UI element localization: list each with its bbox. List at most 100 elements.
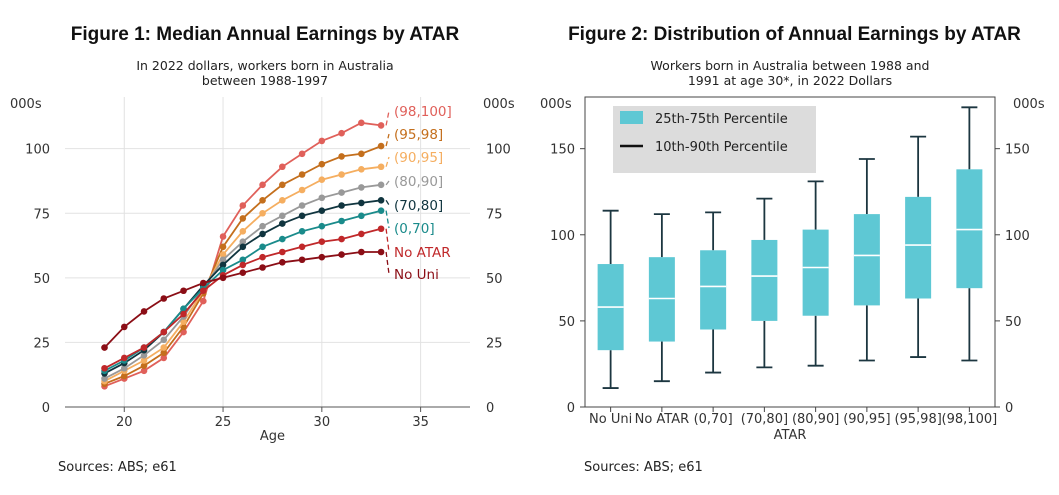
y-tick-label-left: 50 <box>33 272 50 287</box>
y-tick-label-right: 50 <box>486 272 503 287</box>
series-label: No Uni <box>394 267 439 283</box>
series-label: (0,70] <box>394 221 435 237</box>
data-point <box>120 372 128 380</box>
data-point <box>377 181 385 189</box>
label-leader <box>385 156 390 167</box>
data-point <box>239 228 247 235</box>
data-point <box>160 295 168 302</box>
data-point <box>377 142 385 150</box>
data-point <box>377 248 385 256</box>
data-point <box>358 230 365 238</box>
x-tick-label: 20 <box>116 415 133 430</box>
data-point <box>259 209 266 217</box>
chart-subtitle: Workers born in Australia between 1988 a… <box>590 58 990 88</box>
iqr-box <box>648 257 675 342</box>
x-tick-label: (0,70] <box>694 412 733 427</box>
data-point <box>259 222 266 230</box>
line-chart: 0 0 25 25 50 50 75 75 100 100 20 25 30 35 Age 000s 000s (… <box>10 97 515 444</box>
data-point <box>338 235 345 243</box>
data-point <box>298 171 306 178</box>
label-leader <box>385 110 390 126</box>
data-point <box>101 344 108 351</box>
y-axis-unit-right: 000s <box>1013 97 1045 112</box>
x-tick-label: No Uni <box>589 412 632 427</box>
x-tick-label: (90,95] <box>843 412 890 427</box>
data-point <box>298 212 306 220</box>
data-point <box>140 308 148 315</box>
data-point <box>219 243 227 251</box>
chart-title: Figure 2: Distribution of Annual Earning… <box>568 24 1021 45</box>
data-point <box>160 344 168 351</box>
data-point <box>259 264 266 271</box>
data-point <box>377 207 385 214</box>
data-point <box>180 305 187 313</box>
data-point <box>377 163 385 171</box>
y-tick-label-right: 50 <box>1005 315 1022 330</box>
data-point <box>199 287 207 295</box>
data-point <box>279 197 286 204</box>
y-tick-label-left: 50 <box>558 315 575 330</box>
data-point <box>358 119 365 127</box>
x-tick-label: (98,100] <box>942 412 998 427</box>
data-point <box>239 269 247 276</box>
data-point <box>180 310 187 318</box>
data-point <box>338 217 345 225</box>
y-axis-unit-right: 000s <box>483 97 515 112</box>
legend-label: 10th-90th Percentile <box>655 140 788 155</box>
data-point <box>160 349 168 357</box>
data-point <box>239 215 247 222</box>
y-tick-label-right: 25 <box>486 336 503 351</box>
data-point <box>318 253 326 261</box>
data-point <box>338 153 345 160</box>
y-tick-label-right: 0 <box>486 401 494 416</box>
data-point <box>358 248 365 256</box>
legend-background <box>613 106 816 173</box>
data-point <box>318 207 326 214</box>
series-label: (90,95] <box>394 150 443 166</box>
data-point <box>259 243 266 251</box>
data-point <box>318 222 326 230</box>
data-point <box>358 199 365 207</box>
data-point <box>199 279 207 287</box>
data-point <box>120 323 128 331</box>
chart-subtitle: In 2022 dollars, workers born in Austral… <box>60 58 470 88</box>
y-tick-label-right: 0 <box>1005 401 1013 416</box>
data-point <box>180 318 187 326</box>
legend-label: 25th-75th Percentile <box>655 112 788 127</box>
data-point <box>140 357 148 364</box>
data-point <box>338 202 345 209</box>
data-point <box>239 261 247 269</box>
iqr-box <box>905 196 932 299</box>
data-point <box>377 197 385 204</box>
plot-frame <box>584 96 996 408</box>
data-point <box>259 230 266 238</box>
data-point <box>358 212 365 220</box>
data-point <box>279 235 286 243</box>
subtitle-line: between 1988-1997 <box>201 73 329 88</box>
y-tick-label-right: 75 <box>486 207 503 222</box>
x-tick-label: (70,80] <box>741 412 788 427</box>
subtitle-line: In 2022 dollars, workers born in Austral… <box>136 58 394 73</box>
data-point <box>120 364 128 372</box>
data-point <box>140 344 148 351</box>
y-tick-label-left: 150 <box>550 143 575 158</box>
data-point <box>298 186 306 194</box>
label-leader <box>385 133 390 147</box>
y-tick-label-left: 0 <box>567 401 575 416</box>
series-label: (80,90] <box>394 174 443 190</box>
y-tick-label-left: 100 <box>550 229 575 244</box>
subtitle-line: Workers born in Australia between 1988 a… <box>650 58 930 73</box>
data-point <box>338 171 345 178</box>
data-point <box>318 176 326 183</box>
data-point <box>298 256 306 264</box>
data-point <box>199 297 207 305</box>
data-point <box>318 194 326 202</box>
data-point <box>279 212 286 220</box>
subtitle-line: 1991 at age 30*, in 2022 Dollars <box>687 73 893 88</box>
data-point <box>239 256 247 264</box>
legend: 25th-75th Percentile 10th-90th Percentile <box>613 106 816 173</box>
data-point <box>219 251 227 258</box>
data-point <box>377 122 385 129</box>
y-axis-unit-left: 000s <box>540 97 572 112</box>
x-tick-label: 25 <box>215 415 232 430</box>
